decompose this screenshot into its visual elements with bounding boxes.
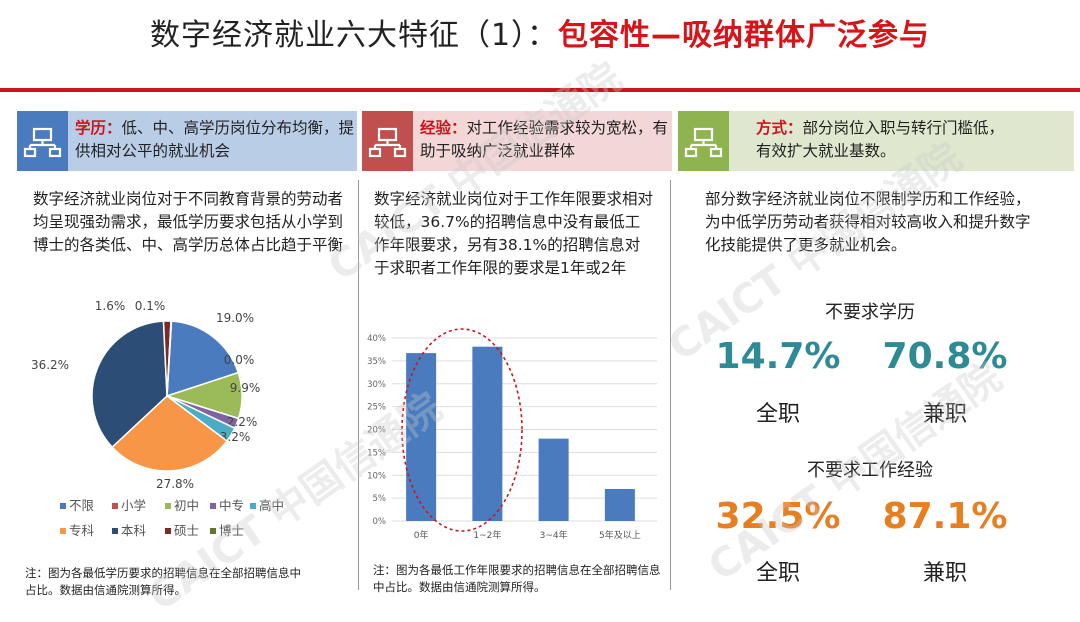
legend-swatch — [165, 503, 171, 509]
stat-parttime-value: 70.8% — [882, 336, 1008, 377]
pie-data-label: 36.2% — [31, 358, 69, 372]
x-tick-label: 0年 — [414, 529, 429, 541]
experience-bar-chart: 0% 5% 10% 15% 20% 25% 30% 35% 40% 0年 1~2年 3~4年 5年及以上 — [367, 328, 657, 541]
education-pie-chart: 19.0%0.0%9.9%2.2%3.2%27.8%36.2%1.6% 0.1%不… — [31, 299, 284, 538]
pie-data-label: 2.2% — [227, 415, 258, 429]
legend-swatch — [60, 528, 66, 534]
bar — [538, 438, 569, 521]
y-tick-label: 20% — [367, 426, 386, 436]
highlight-ellipse — [401, 328, 523, 532]
pie-slice — [111, 395, 229, 472]
x-tick-label: 1~2年 — [473, 529, 501, 541]
pie-data-label: 9.9% — [230, 381, 261, 395]
x-tick-label: 5年及以上 — [599, 529, 641, 541]
network-icon — [17, 111, 68, 171]
y-tick-label: 5% — [373, 494, 387, 504]
stat-parttime-value: 87.1% — [882, 496, 1008, 537]
y-tick-label: 40% — [367, 334, 386, 344]
stat-group-label: 不要求学历 — [825, 302, 915, 323]
legend-swatch — [210, 528, 216, 534]
legend-swatch — [60, 503, 66, 509]
legend-label: 小学 — [121, 498, 146, 513]
divider — [358, 180, 359, 590]
y-tick-label: 10% — [367, 471, 386, 481]
stat-fulltime-label: 全职 — [755, 402, 800, 427]
legend-label: 中专 — [219, 498, 244, 513]
legend-label: 不限 — [69, 498, 95, 513]
divider — [670, 180, 671, 590]
bar — [604, 488, 635, 521]
pie-slice — [166, 320, 240, 398]
method-paragraph: 部分数字经济就业岗位不限制学历和工作经验，为中低学历劳动者获得相对较高收入和提升… — [705, 190, 1031, 254]
legend-label: 初中 — [174, 498, 199, 513]
x-tick-label: 3~4年 — [540, 529, 568, 541]
network-icon — [362, 111, 413, 171]
stat-parttime-label: 兼职 — [922, 402, 967, 427]
legend-swatch — [250, 503, 256, 509]
section-head-text: 学历：低、中、高学历岗位分布均衡，提供相对公平的就业机会 — [75, 119, 355, 160]
pie-data-label: 0.1% — [135, 299, 166, 313]
pie-data-label: 27.8% — [156, 477, 194, 491]
network-icon — [678, 111, 729, 171]
y-tick-label: 0% — [373, 517, 387, 527]
section-head-experience: 经验：对工作经验需求较为宽松，有助于吸纳广泛就业群体 — [362, 111, 672, 171]
section-head-method: 方式：部分岗位入职与转行门槛低，有效扩大就业基数。 — [678, 111, 1074, 171]
legend-label: 高中 — [259, 498, 284, 513]
education-paragraph: 数字经济就业岗位对于不同教育背景的劳动者均呈现强劲需求，最低学历要求包括从小学到… — [33, 190, 344, 254]
legend-label: 博士 — [219, 523, 244, 538]
legend-swatch — [210, 503, 216, 509]
legend-swatch — [165, 528, 171, 534]
stat-fulltime-value: 32.5% — [715, 496, 841, 537]
section-head-text: 方式：部分岗位入职与转行门槛低，有效扩大就业基数。 — [756, 119, 1005, 160]
legend-swatch — [112, 503, 118, 509]
page-title: 数字经济就业六大特征（1）：包容性—吸纳群体广泛参与 — [0, 10, 1080, 54]
pie-slice — [91, 320, 168, 449]
title-rule — [0, 88, 1080, 92]
section-head-text: 经验：对工作经验需求较为宽松，有助于吸纳广泛就业群体 — [420, 119, 669, 160]
experience-note: 注：图为各最低工作年限要求的招聘信息在全部招聘信息中占比。数据由信通院测算所得。 — [373, 563, 661, 594]
title-part1: 数字经济就业六大特征（1）： — [149, 18, 559, 53]
stat-group-label: 不要求工作经验 — [807, 460, 933, 481]
legend-label: 本科 — [121, 523, 147, 538]
education-note: 注：图为各最低学历要求的招聘信息在全部招聘信息中占比。数据由信通院测算所得。 — [25, 566, 301, 597]
bar — [472, 346, 503, 521]
pie-slice — [166, 320, 173, 397]
experience-paragraph: 数字经济就业岗位对于工作年限要求相对较低，36.7%的招聘信息中没有最低工作年限… — [374, 190, 654, 277]
pie-data-label: 0.0% — [224, 353, 255, 367]
y-tick-label: 35% — [367, 357, 386, 367]
stat-fulltime-value: 14.7% — [715, 336, 841, 377]
stat-parttime-label: 兼职 — [922, 561, 967, 586]
legend-label: 硕士 — [174, 523, 199, 538]
pie-data-label: 1.6% — [95, 299, 126, 313]
bar — [406, 353, 437, 521]
y-tick-label: 25% — [367, 403, 386, 413]
legend-swatch — [112, 528, 118, 534]
y-tick-label: 30% — [367, 380, 386, 390]
y-tick-label: 15% — [367, 448, 386, 458]
title-part2: 包容性—吸纳群体广泛参与 — [558, 18, 931, 53]
section-head-education: 学历：低、中、高学历岗位分布均衡，提供相对公平的就业机会 — [17, 111, 357, 171]
stat-fulltime-label: 全职 — [755, 561, 800, 586]
pie-data-label: 19.0% — [216, 311, 254, 325]
legend-label: 专科 — [69, 523, 95, 538]
